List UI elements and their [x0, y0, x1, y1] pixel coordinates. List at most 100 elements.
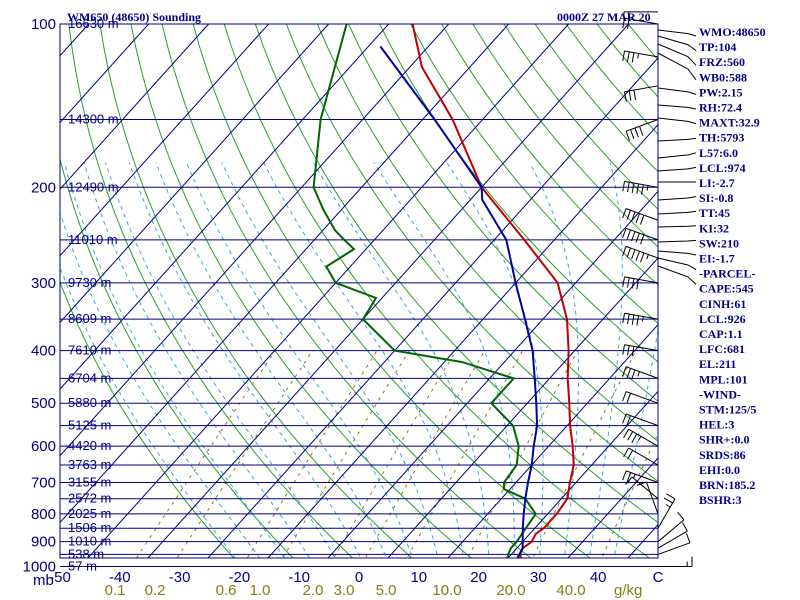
isotherm: [507, 390, 658, 558]
sounding-index: STM:125/5: [699, 403, 756, 417]
index-leader: [657, 250, 697, 256]
index-leader: [657, 196, 697, 201]
index-leader: [657, 225, 697, 228]
sounding-index: EHI:0.0: [699, 463, 740, 477]
height-label: 2572 m: [68, 491, 111, 506]
index-leader: [657, 239, 697, 243]
mixing-ratio-unit-label: g/kg: [614, 582, 642, 599]
sounding-index: SHR+:0.0: [699, 433, 750, 447]
index-leader: [657, 210, 697, 215]
isotherms: [60, 24, 658, 558]
dry-adiabat: [161, 24, 532, 558]
mixing-ratio-label: 2.0: [303, 582, 324, 599]
height-label: 5125 m: [68, 418, 111, 433]
valid-time: 0000Z 27 MAR 20: [557, 10, 651, 24]
sounding-index: WMO:48650: [699, 25, 766, 39]
index-leader: [657, 257, 697, 271]
wind-barb: [622, 50, 659, 63]
height-labels: 16630 m 14300 m 12490 m 11010 m 9730 m 8609 m…: [68, 16, 119, 574]
mixing-ratio-line: [532, 350, 637, 558]
dry-adiabat: [60, 157, 294, 558]
height-label: 12490 m: [68, 179, 119, 194]
mixing-ratio-line: [246, 350, 378, 558]
mixing-ratio-label: 1.0: [250, 582, 271, 599]
dry-adiabat: [379, 24, 658, 363]
sounding-index: SW:210: [699, 236, 739, 250]
sounding-index: LCL:974: [699, 161, 746, 175]
index-leader-lines: [657, 29, 697, 285]
pressure-label: 100: [31, 16, 56, 33]
height-label: 538 m: [68, 546, 104, 561]
mixing-ratio-label: 40.0: [556, 582, 585, 599]
height-label: 14300 m: [68, 112, 119, 127]
height-label: 7610 m: [68, 343, 111, 358]
temperature-label: 30: [530, 569, 547, 586]
mixing-ratio-label: 0.2: [145, 582, 166, 599]
temperature-label: -40: [109, 569, 131, 586]
isotherm: [567, 457, 658, 558]
pressure-labels: 100 200 300 400 500 600 700 800 900 1000: [23, 16, 56, 576]
height-label: 4420 m: [68, 438, 111, 453]
moist-adiabat: [529, 162, 579, 558]
chart-title: WM650 (48650) Sounding: [67, 10, 201, 24]
sounding-profiles: [312, 24, 575, 558]
height-label: 1506 m: [68, 520, 111, 535]
mixing-ratio-label: 3.0: [334, 582, 355, 599]
wind-barb: [622, 344, 659, 357]
sounding-index: WB0:588: [699, 70, 747, 84]
wind-barb: [657, 533, 691, 555]
isotherm: [327, 190, 658, 558]
pressure-label: 900: [31, 534, 56, 551]
dry-adiabat: [99, 24, 413, 558]
wind-barb: [622, 470, 659, 483]
sounding-index: CINH:61: [699, 297, 746, 311]
height-label: 16630 m: [68, 16, 119, 31]
wind-barb: [622, 391, 659, 404]
wind-barb: [657, 493, 676, 529]
isotherm: [207, 57, 658, 558]
dry-adiabat: [316, 24, 658, 442]
pressure-unit-label: mb: [33, 572, 54, 589]
temperature-profile: [411, 24, 575, 558]
mixing-ratio-label: 0.1: [105, 582, 126, 599]
height-label: 6704 m: [68, 370, 111, 385]
sounding-index: TP:104: [699, 40, 736, 54]
moist-adiabat: [60, 265, 236, 558]
height-label: 11010 m: [68, 232, 118, 247]
index-leader: [657, 137, 697, 142]
temperature-label: -10: [288, 569, 310, 586]
temperature-label: C: [653, 569, 664, 586]
index-leader: [657, 52, 697, 81]
moist-adiabat: [186, 162, 413, 558]
isotherm: [60, 24, 509, 524]
index-leader: [657, 265, 697, 285]
wind-barb: [657, 556, 693, 568]
sounding-index: EI:-1.7: [699, 252, 735, 266]
moist-adiabat: [128, 162, 362, 558]
wind-barb: [622, 180, 659, 195]
height-label: 3155 m: [68, 475, 111, 490]
pressure-label: 500: [31, 395, 56, 412]
index-leader: [657, 104, 697, 110]
pressure-label: 400: [31, 343, 56, 360]
wind-barbs: [622, 11, 693, 568]
sounding-index: L57:6.0: [699, 146, 738, 160]
temperature-label: 0: [355, 569, 363, 586]
sounding-index: LI:-2.7: [699, 176, 735, 190]
sounding-index: EL:211: [699, 357, 736, 371]
dry-adiabat: [192, 24, 591, 558]
wind-barb: [623, 428, 659, 447]
wind-barb: [657, 522, 688, 549]
temperature-label: 10: [410, 569, 427, 586]
height-label: 8609 m: [68, 311, 111, 326]
isotherm: [267, 123, 658, 558]
wind-barb: [625, 119, 659, 141]
wind-barb: [622, 227, 659, 245]
index-leader: [657, 87, 697, 95]
sounding-index: CAP:1.1: [699, 327, 743, 341]
dewpoint-profile: [312, 24, 537, 558]
isotherm: [60, 24, 449, 457]
moist-adiabat: [588, 162, 623, 558]
